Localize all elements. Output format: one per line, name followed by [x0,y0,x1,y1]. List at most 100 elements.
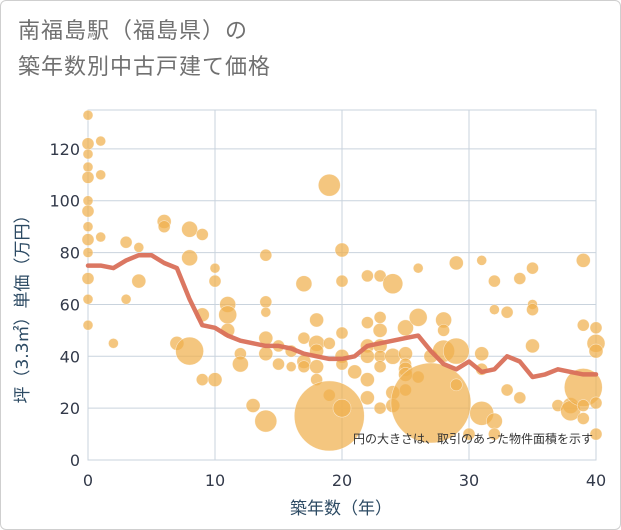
data-point-bubble [95,169,106,181]
data-point-bubble [317,173,341,197]
data-point-bubble [361,269,374,283]
data-point-bubble [293,380,365,452]
data-point-bubble [297,331,311,345]
data-point-bubble [384,347,402,365]
data-point-bubble [181,249,198,267]
data-point-bubble [449,378,463,392]
y-axis-label: 坪（3.3㎡）単価（万円） [13,206,33,403]
data-point-bubble [196,373,209,386]
data-point-bubble [526,303,539,316]
y-tick-label: 100 [49,192,80,211]
data-point-bubble [372,323,388,338]
data-point-bubble [297,360,311,373]
title-line-1: 南福島駅（福島県）の [18,19,249,44]
data-point-bubble [81,171,95,184]
data-point-bubble [412,262,424,274]
data-point-bubble [373,360,387,373]
data-point-bubble [347,364,363,380]
data-point-bubble [397,319,414,337]
data-point-bubble [82,109,94,121]
y-tick-label: 60 [60,295,80,314]
data-point-bubble [322,337,336,350]
data-point-bubble [295,275,313,293]
data-point-bubble [437,324,450,337]
x-tick-label: 0 [83,471,93,490]
data-point-bubble [82,293,94,305]
y-tick-label: 0 [70,451,80,470]
data-point-bubble [108,338,119,349]
data-point-bubble [589,427,603,441]
data-point-bubble [462,427,476,441]
data-point-bubble [526,261,539,275]
data-point-bubble [95,231,106,243]
data-point-bubble [95,135,106,147]
x-axis-label: 築年数（年） [290,499,392,519]
data-point-bubble [157,220,171,233]
data-point-bubble [589,321,603,335]
data-point-bubble [82,319,94,331]
data-point-bubble [232,355,249,373]
x-tick-label: 30 [459,471,479,490]
data-point-bubble [576,412,590,425]
y-tick-label: 80 [60,244,80,263]
size-note: 円の大きさは、取引のあった物件面積を示す [353,431,593,446]
data-point-bubble [82,221,94,232]
y-tick-label: 120 [49,140,80,159]
data-point-bubble [442,337,470,365]
data-point-bubble [119,235,133,249]
data-point-bubble [589,396,603,410]
data-point-bubble [474,346,490,362]
data-point-bubble [81,204,95,218]
data-point-bubble [82,247,94,258]
data-point-bubble [309,312,324,328]
data-point-bubble [488,274,501,288]
data-point-bubble [208,274,222,288]
data-point-bubble [196,228,209,241]
data-point-bubble [486,412,503,430]
data-point-bubble [218,305,237,325]
chart-title: 南福島駅（福島県）の 築年数別中古戸建て価格 [18,14,578,86]
data-point-bubble [390,362,472,444]
data-point-bubble [576,399,590,412]
data-point-bubble [334,242,350,258]
data-point-bubble [373,311,387,324]
title-line-2: 築年数別中古戸建て価格 [18,55,272,80]
data-point-bubble [488,427,501,441]
y-tick-label: 20 [60,399,80,418]
data-point-bubble [207,372,223,387]
data-point-bubble [360,390,375,406]
data-point-bubble [448,255,464,271]
data-point-bubble [260,306,272,318]
data-point-bubble [175,336,204,366]
x-tick-label: 10 [205,471,225,490]
data-point-bubble [81,272,95,285]
data-point-bubble [285,361,297,372]
data-point-bubble [500,305,514,319]
data-point-bubble [181,220,198,238]
data-point-bubble [476,255,488,266]
data-point-bubble [382,273,404,295]
data-point-bubble [576,318,590,332]
data-point-bubble [259,295,273,309]
data-point-bubble [513,391,527,405]
data-point-bubble [489,304,500,315]
data-point-bubble [335,274,349,288]
bubble-series [81,109,606,452]
data-point-bubble [360,372,375,387]
data-point-bubble [361,316,374,329]
data-point-bubble [209,262,221,274]
data-point-bubble [259,248,273,262]
data-point-bubble [82,148,94,160]
data-point-bubble [525,338,540,354]
data-point-bubble [81,137,95,151]
y-tick-label: 40 [60,347,80,366]
data-point-bubble [82,195,94,207]
data-point-bubble [335,326,349,340]
data-point-bubble [408,308,428,327]
data-point-bubble [588,343,604,359]
data-point-bubble [332,398,352,418]
x-tick-label: 20 [332,471,352,490]
data-point-bubble [513,272,527,285]
data-point-bubble [575,253,591,268]
